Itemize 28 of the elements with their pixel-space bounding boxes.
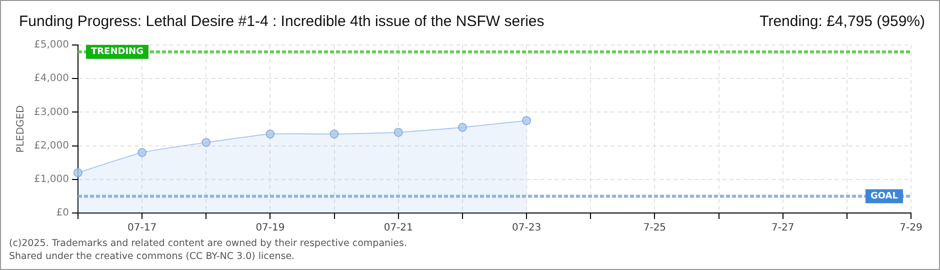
y-tick-label: £1,000	[34, 174, 69, 185]
point	[73, 168, 82, 178]
text: (c)2025. Trademarks and related content are owned by their respective companies.	[9, 237, 407, 250]
x-tick-label: 07-21	[384, 222, 413, 234]
point	[458, 122, 467, 132]
y-axis-title: PLEDGED	[16, 105, 27, 153]
y-tick-label: £0	[56, 208, 69, 219]
y-tick-label: £5,000	[34, 40, 69, 51]
chart-title: Funding Progress: Lethal Desire #1-4 : Incredible 4th issue of the NSFW series	[19, 13, 544, 30]
y-tick-label: £2,000	[34, 140, 69, 152]
text: Shared under the creative commons (CC BY-NC 3.0) license.	[9, 250, 296, 263]
y-tick-label: £3,000	[34, 106, 69, 118]
x-tick-label: 07-23	[512, 222, 542, 234]
point	[138, 148, 147, 158]
point	[202, 138, 211, 147]
x-tick-label: 07-17	[128, 222, 157, 234]
chart-subtitle: Trending: £4,795 (959%)	[760, 13, 925, 30]
x-tick-label: 7-29	[900, 222, 922, 234]
point	[394, 128, 403, 137]
point	[330, 130, 339, 139]
point	[266, 130, 275, 139]
ref-line-label: GOAL	[870, 192, 898, 202]
y-tick-label: £4,000	[34, 73, 69, 84]
x-tick-label: 7-27	[771, 222, 794, 234]
point	[522, 116, 532, 126]
x-tick-label: 07-19	[256, 222, 285, 234]
x-tick-label: 7-25	[643, 222, 666, 234]
ref-line-label: TRENDING	[90, 47, 144, 58]
